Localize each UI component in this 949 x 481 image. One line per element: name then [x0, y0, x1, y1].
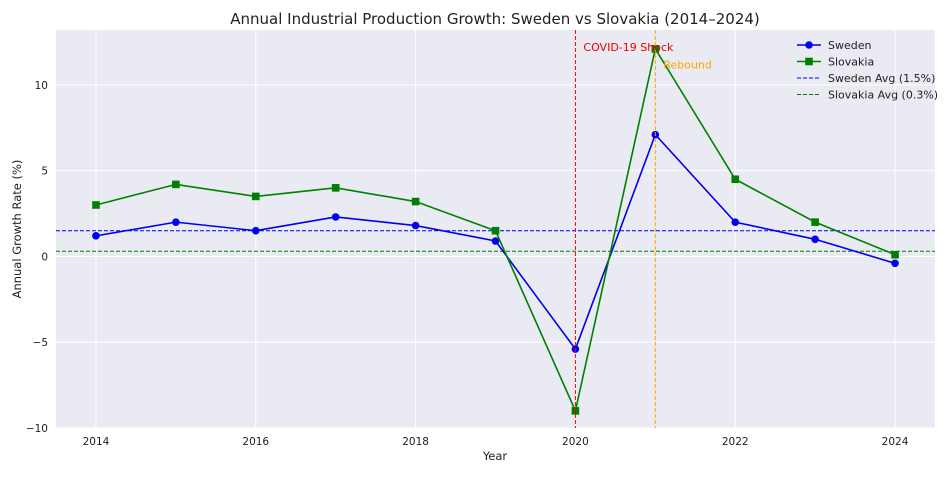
data-point	[891, 259, 899, 268]
y-tick-label: 0	[41, 251, 48, 263]
data-point	[411, 221, 420, 230]
data-point	[811, 235, 819, 244]
x-tick-label: 2018	[402, 436, 429, 448]
x-tick-label: 2016	[242, 436, 269, 448]
tick-labels: 2014 2016 2018 2020 2022 2024 −10 −5 0 5 10	[26, 80, 909, 448]
data-point	[411, 197, 420, 206]
data-point	[251, 226, 260, 235]
x-axis-label: Year	[482, 449, 508, 463]
y-tick-label: −5	[33, 337, 48, 349]
data-point	[811, 218, 819, 226]
y-tick-label: 10	[35, 80, 48, 92]
data-point	[891, 250, 899, 259]
annotation-label: COVID-19 Shock	[583, 41, 674, 54]
data-point	[331, 184, 340, 192]
data-point	[92, 201, 100, 209]
legend-label: Slovakia Avg (0.3%)	[828, 89, 938, 102]
legend-marker	[805, 57, 813, 66]
annotation-label: Rebound	[663, 58, 712, 71]
x-tick-label: 2014	[83, 436, 110, 448]
legend-marker	[805, 41, 813, 49]
data-point	[172, 180, 180, 189]
legend-label: Slovakia	[828, 56, 874, 69]
data-point	[331, 213, 340, 221]
data-point	[491, 226, 500, 235]
data-point	[251, 192, 260, 201]
data-point	[172, 218, 180, 226]
y-tick-label: 5	[41, 166, 48, 178]
x-tick-label: 2020	[562, 436, 589, 448]
legend-label: Sweden	[828, 39, 871, 52]
data-point	[731, 218, 740, 226]
y-axis-label: Annual Growth Rate (%)	[10, 160, 24, 299]
x-tick-label: 2022	[722, 436, 749, 448]
y-tick-label: −10	[26, 423, 48, 435]
data-point	[731, 175, 740, 184]
legend: Sweden Slovakia Sweden Avg (1.5%) Slovakia …	[797, 39, 938, 102]
data-point	[491, 237, 500, 245]
chart-title: Annual Industrial Production Growth: Swe…	[230, 10, 760, 28]
x-tick-label: 2024	[882, 436, 909, 448]
annotations: COVID-19 Shock Rebound	[574, 30, 712, 428]
data-point	[92, 232, 100, 240]
legend-label: Sweden Avg (1.5%)	[828, 72, 935, 85]
